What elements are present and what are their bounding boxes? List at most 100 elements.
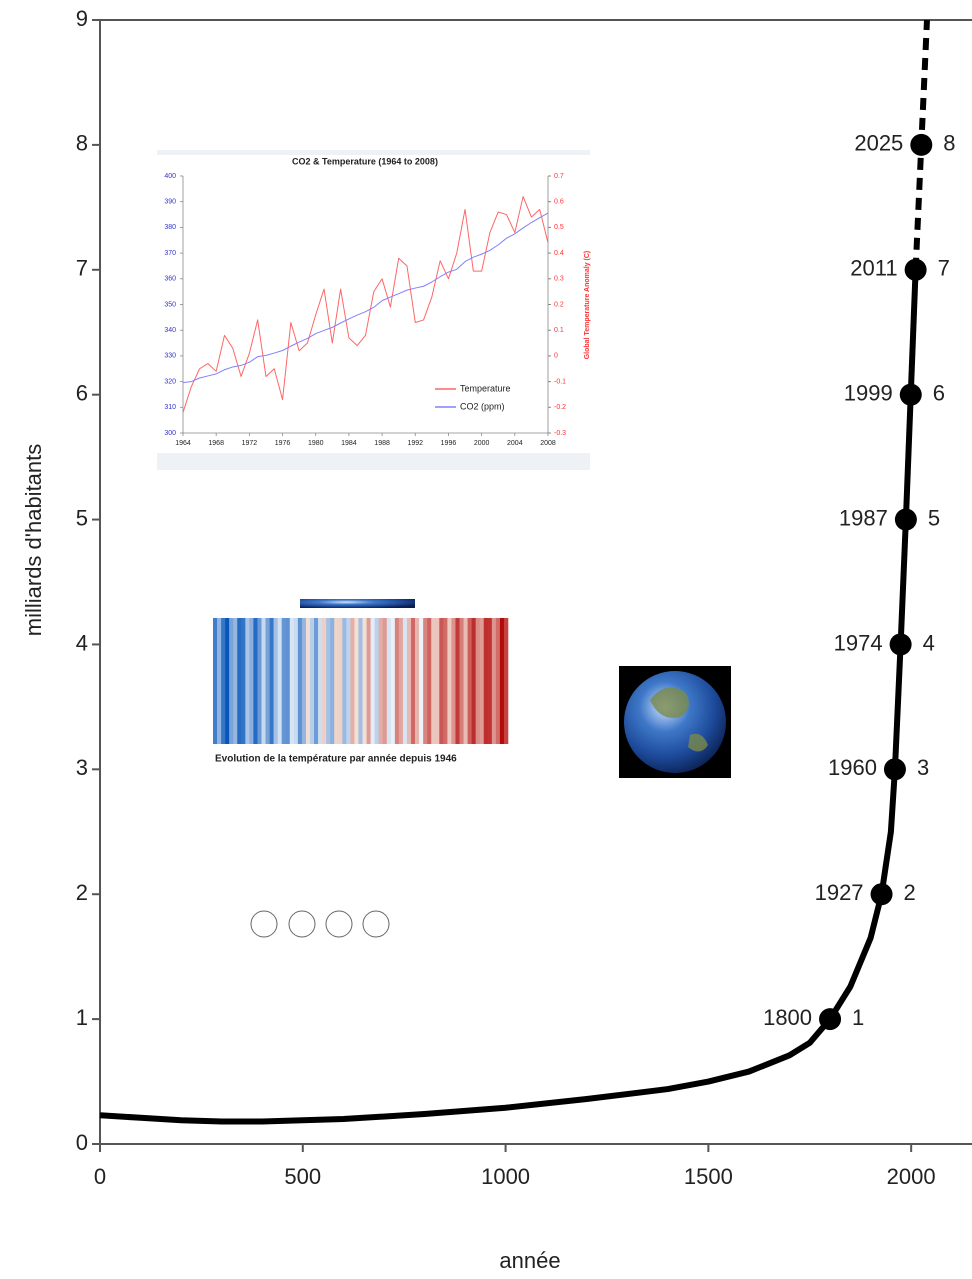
nav-dot[interactable] (288, 910, 316, 938)
y2-tick-label: -0.2 (554, 404, 566, 411)
nav-dot[interactable] (325, 910, 353, 938)
stripe (487, 618, 493, 744)
stripe (471, 618, 476, 744)
stripe (309, 618, 315, 744)
y-tick-label: 350 (164, 301, 176, 308)
x-tick-label: 1964 (175, 440, 191, 447)
y-tick-label: 6 (76, 380, 88, 405)
milestone-value: 6 (933, 380, 945, 405)
stripe (394, 618, 400, 744)
stripe (423, 618, 428, 744)
stripe (427, 618, 432, 744)
x-tick-label: 1988 (374, 440, 390, 447)
stripe (269, 618, 274, 744)
x-tick-label: 1980 (308, 440, 324, 447)
y2-tick-label: -0.3 (554, 430, 566, 437)
y-tick-label: 380 (164, 224, 176, 231)
stripe (354, 618, 359, 744)
stripe (297, 618, 303, 744)
x-tick-label: 1972 (242, 440, 258, 447)
milestone-year: 1927 (815, 880, 864, 905)
stripe (289, 618, 295, 744)
milestone-year: 2025 (854, 131, 903, 156)
stripe (241, 618, 246, 744)
milestone-value: 4 (923, 630, 935, 655)
stripe (503, 618, 509, 744)
stripe (451, 618, 456, 744)
y-tick-label: 9 (76, 6, 88, 31)
stripe (447, 618, 452, 744)
milestone-value: 7 (938, 256, 950, 281)
milestone-year: 1999 (844, 380, 893, 405)
stripe (459, 618, 464, 744)
milestone-dot (819, 1008, 842, 1031)
milestone-dot (910, 133, 933, 156)
stripe (370, 618, 375, 744)
milestone-dot (883, 758, 906, 781)
stripe (342, 618, 347, 744)
stripe (431, 618, 436, 744)
x-tick-label: 1976 (275, 440, 291, 447)
y2-tick-label: 0.3 (554, 276, 564, 283)
milestone-dot (889, 633, 912, 656)
stripe (374, 618, 379, 744)
stripe (285, 618, 291, 744)
series-line (182, 196, 549, 413)
stripe (314, 618, 319, 744)
stripe (213, 618, 218, 744)
y2-tick-label: 0.6 (554, 199, 564, 206)
inset-title: CO2 & Temperature (1964 to 2008) (292, 156, 438, 166)
stripe (350, 618, 355, 744)
nav-dot[interactable] (362, 910, 390, 938)
stripe (305, 618, 311, 744)
stripe (257, 618, 262, 744)
x-tick-label: 1984 (341, 440, 357, 447)
stripe (366, 618, 371, 744)
stripe (245, 618, 250, 744)
stripe (491, 618, 497, 744)
milestone-dot (870, 883, 893, 906)
earth-land (650, 687, 708, 752)
stripe (398, 618, 404, 744)
milestone-year: 2011 (850, 256, 897, 281)
x-tick-label: 1992 (407, 440, 423, 447)
y-tick-label: 1 (76, 1005, 88, 1030)
stripe (419, 618, 424, 744)
stripe (237, 618, 242, 744)
nav-dot[interactable] (250, 910, 278, 938)
stripe (463, 618, 468, 744)
x-tick-label: 2004 (507, 440, 523, 447)
stripe (322, 618, 327, 744)
y-tick-label: 370 (164, 250, 176, 257)
y-tick-label: 3 (76, 755, 88, 780)
stripes-colorbar (300, 599, 415, 608)
stripe (326, 618, 331, 744)
y-tick-label: 340 (164, 327, 176, 334)
stripe (479, 618, 485, 744)
stripe (386, 618, 392, 744)
y-tick-label: 4 (76, 630, 88, 655)
stripe (467, 618, 472, 744)
milestone-dot (899, 383, 922, 406)
y-tick-label: 310 (164, 404, 176, 411)
milestone-year: 1800 (763, 1005, 812, 1030)
y2-axis-label: Global Temperature Anomaly (C) (584, 251, 591, 360)
y2-tick-label: 0.1 (554, 327, 564, 334)
population-chart: année milliards d'habitants 0 1 2 3 4 5 6 7 8 9 0 5… (21, 6, 972, 1273)
earth-image (619, 666, 731, 778)
y-tick-label: 7 (76, 256, 88, 281)
y2-tick-label: 0.2 (554, 301, 564, 308)
x-axis-label: année (499, 1248, 560, 1273)
x-tick-label: 1996 (441, 440, 457, 447)
y-tick-label: 390 (164, 199, 176, 206)
milestone-dot (904, 258, 927, 281)
x-tick-label: 500 (284, 1164, 321, 1189)
x-tick-label: 1968 (208, 440, 224, 447)
stripe (495, 618, 501, 744)
stripe (330, 618, 335, 744)
inset-panel (157, 155, 590, 453)
stripe (402, 618, 408, 744)
y-tick-label: 0 (76, 1130, 88, 1155)
